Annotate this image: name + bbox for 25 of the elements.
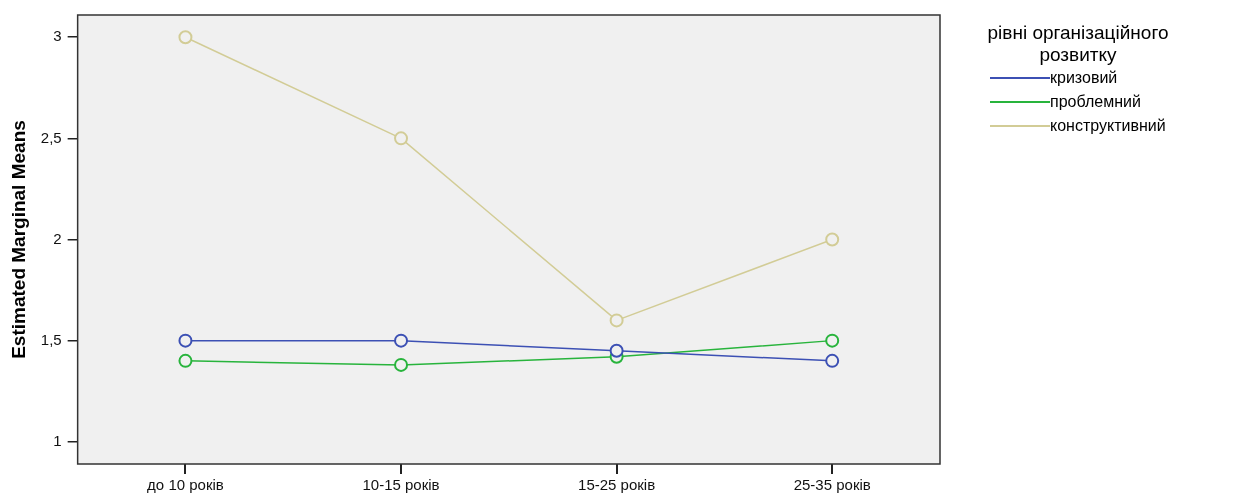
x-tick-label: 15-25 років — [578, 476, 656, 494]
y-axis-title: Estimated Marginal Means — [7, 120, 29, 359]
y-tick-label: 1,5 — [40, 330, 62, 348]
point — [394, 357, 409, 372]
point — [825, 353, 840, 368]
point — [825, 333, 840, 348]
legend-label: проблемний — [1050, 93, 1141, 111]
point — [178, 30, 193, 45]
x-tick-label: 10-15 років — [362, 476, 440, 494]
point — [394, 333, 409, 348]
legend-label: кризовий — [1050, 69, 1118, 87]
point — [609, 313, 624, 328]
y-tick-label: 1 — [53, 431, 62, 449]
point — [178, 333, 193, 348]
legend-label: конструктивний — [1050, 117, 1166, 135]
y-tick-label: 2 — [53, 229, 62, 247]
y-tick-label: 2,5 — [40, 128, 62, 146]
y-tick-label: 3 — [53, 27, 62, 45]
legend-title: рівні організаційного розвитку — [986, 22, 1170, 66]
x-tick-label: до 10 років — [147, 476, 224, 494]
x-tick-label: 25-35 років — [793, 476, 871, 494]
point — [609, 343, 624, 358]
point — [394, 131, 409, 146]
point — [178, 353, 193, 368]
point — [825, 232, 840, 247]
